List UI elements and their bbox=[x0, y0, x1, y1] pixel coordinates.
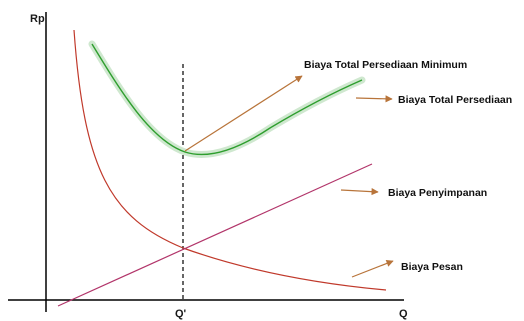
y-axis-label: Rp bbox=[30, 13, 45, 25]
ordering-cost-arrow bbox=[351, 260, 394, 278]
q-star-label: Q' bbox=[175, 308, 187, 320]
holding-cost-line bbox=[57, 163, 373, 307]
total-cost-arrow bbox=[355, 95, 393, 103]
holding-cost-arrow bbox=[340, 188, 379, 196]
x-axis-label: Q bbox=[399, 308, 408, 320]
holding-cost-label: Biaya Penyimpanan bbox=[388, 187, 487, 199]
total-cost-curve bbox=[91, 43, 363, 156]
ordering-cost-label: Biaya Pesan bbox=[401, 261, 463, 273]
total-cost-label: Biaya Total Persediaan bbox=[398, 94, 512, 106]
minimum-cost-arrow bbox=[184, 75, 303, 152]
ordering-cost-curve bbox=[73, 29, 387, 291]
minimum-cost-label: Biaya Total Persediaan Minimum bbox=[304, 59, 467, 71]
